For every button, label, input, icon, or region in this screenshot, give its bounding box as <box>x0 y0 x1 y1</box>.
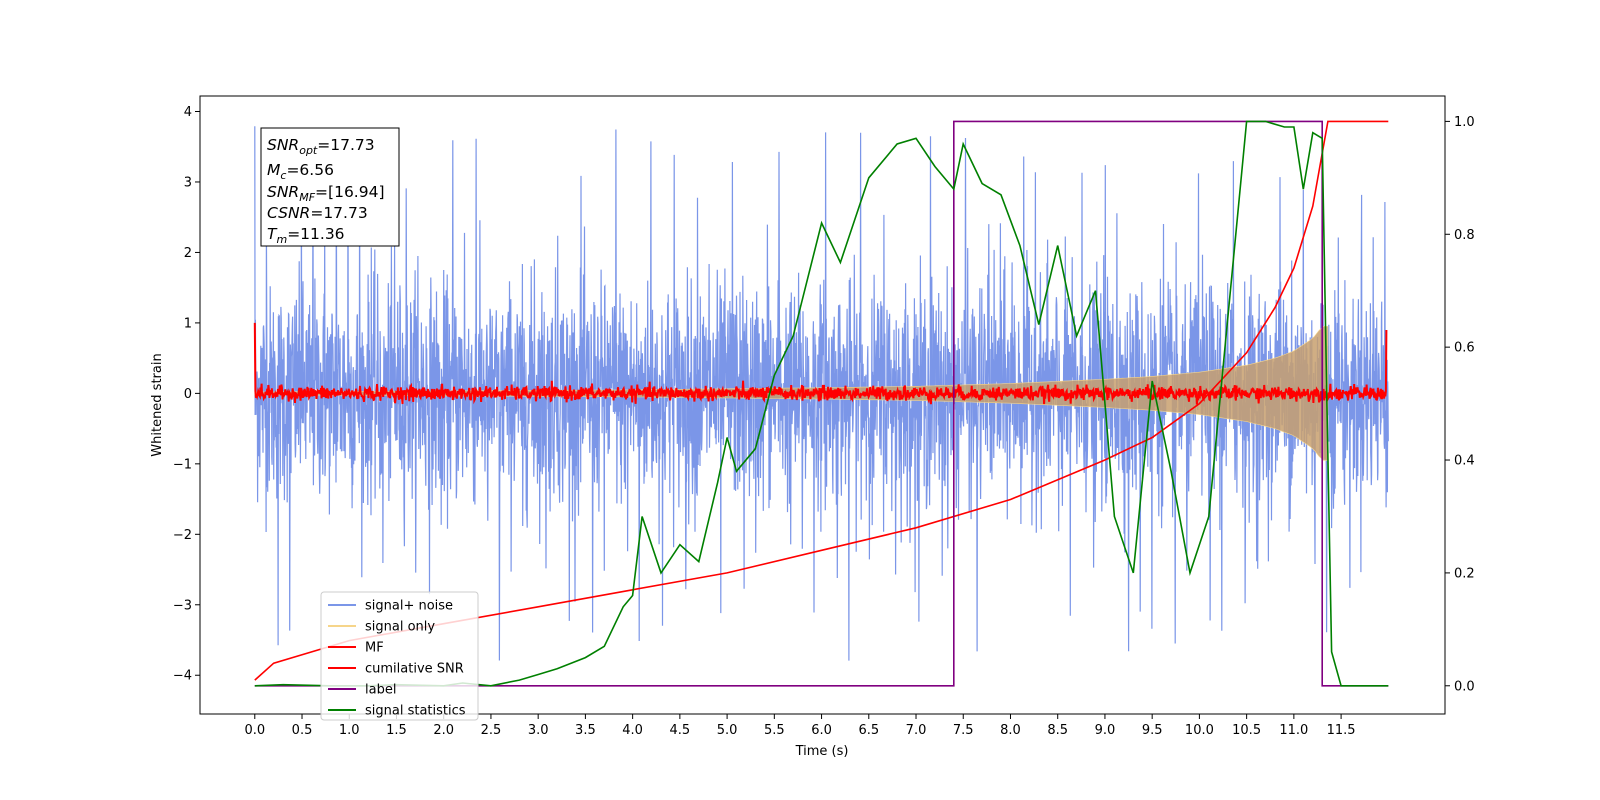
y-tick-label: 1 <box>184 316 192 331</box>
y-right-tick-label: 0.4 <box>1454 454 1475 469</box>
x-tick-label: 9.5 <box>1142 723 1163 738</box>
y-tick-label: −1 <box>173 457 192 472</box>
y-tick-label: −2 <box>173 528 192 543</box>
x-tick-label: 2.5 <box>481 723 502 738</box>
plot-frame <box>199 95 1446 715</box>
x-tick-label: 0.5 <box>292 723 313 738</box>
y-tick-label: −3 <box>173 598 192 613</box>
y-tick-label: −4 <box>173 669 192 684</box>
series-signal-statistics <box>254 120 1389 687</box>
info-tm: Tm=11.36 <box>267 225 345 246</box>
y-tick-label: 0 <box>184 387 192 402</box>
x-tick-label: 10.5 <box>1232 723 1261 738</box>
info-box-frame <box>260 127 400 247</box>
series-mf <box>253 322 1388 405</box>
y-right-tick-label: 0.8 <box>1454 228 1475 243</box>
y-tick-label: 4 <box>184 105 192 120</box>
x-tick-label: 0.0 <box>244 723 265 738</box>
x-tick-label: 4.5 <box>670 723 691 738</box>
y-right-tick-label: 0.0 <box>1454 679 1475 694</box>
y-right-tick-label: 0.6 <box>1454 341 1475 356</box>
x-tick-label: 3.5 <box>575 723 596 738</box>
x-tick-label: 6.0 <box>811 723 832 738</box>
x-tick-label: 7.0 <box>906 723 927 738</box>
y-axis-label: Whitened strain <box>150 353 165 456</box>
info-csnr: CSNR=17.73 <box>267 204 368 222</box>
legend-label-signal-only: signal only <box>365 620 435 635</box>
x-tick-label: 11.0 <box>1279 723 1308 738</box>
x-tick-label: 4.0 <box>622 723 643 738</box>
series-label <box>254 120 1389 687</box>
x-tick-label: 6.5 <box>858 723 879 738</box>
series-signal-noise <box>254 126 1389 661</box>
axes: 0.0 0.5 1.0 1.5 2.0 2.5 3.0 3.5 4.0 4.5 5.0 5.5 6.0 6… <box>173 105 1475 738</box>
legend: signal+ noise signal only MF cumilative … <box>320 591 479 721</box>
y-tick-label: 3 <box>184 175 192 190</box>
x-tick-label: 1.5 <box>386 723 407 738</box>
y-tick-label: 2 <box>184 246 192 261</box>
x-tick-label: 2.0 <box>433 723 454 738</box>
y-right-tick-label: 0.2 <box>1454 566 1475 581</box>
legend-label-cumulative-snr: cumilative SNR <box>365 662 464 677</box>
y-right-tick-label: 1.0 <box>1454 115 1475 130</box>
x-tick-label: 10.0 <box>1185 723 1214 738</box>
info-box: SNRopt=17.73 Mc=6.56 SNRMF=[16.94] CSNR=… <box>260 127 400 247</box>
plot-area <box>253 120 1389 687</box>
x-tick-label: 8.0 <box>1000 723 1021 738</box>
x-tick-label: 7.5 <box>953 723 974 738</box>
legend-frame <box>320 591 479 721</box>
legend-label-label: label <box>365 683 396 698</box>
info-snr-opt: SNRopt=17.73 <box>267 136 375 157</box>
legend-label-signal-statistics: signal statistics <box>365 704 466 719</box>
x-tick-label: 5.0 <box>717 723 738 738</box>
x-tick-label: 5.5 <box>764 723 785 738</box>
x-tick-label: 9.0 <box>1095 723 1116 738</box>
x-tick-label: 1.0 <box>339 723 360 738</box>
info-mc: Mc=6.56 <box>267 161 334 182</box>
x-tick-label: 8.5 <box>1047 723 1068 738</box>
x-tick-label: 3.0 <box>528 723 549 738</box>
x-axis-label: Time (s) <box>795 744 849 759</box>
x-tick-label: 11.5 <box>1327 723 1356 738</box>
legend-label-mf: MF <box>365 641 384 656</box>
info-snr-mf: SNRMF=[16.94] <box>267 183 385 204</box>
legend-label-signal-noise: signal+ noise <box>365 599 453 614</box>
